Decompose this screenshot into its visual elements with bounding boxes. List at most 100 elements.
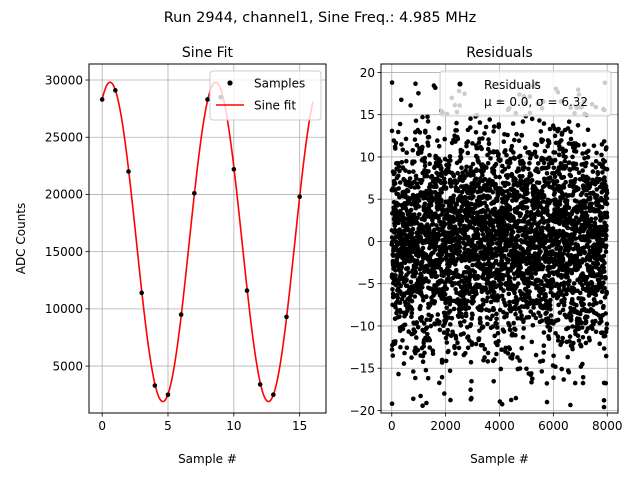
residual-point (529, 380, 534, 385)
residual-point (408, 292, 414, 298)
residual-point (527, 289, 532, 294)
residual-point (580, 361, 585, 367)
residual-point (405, 265, 411, 271)
residual-point (538, 212, 544, 218)
residual-point (580, 168, 585, 173)
residual-point (430, 221, 436, 227)
residual-point (597, 341, 602, 347)
residual-point (506, 291, 512, 297)
residual-point (576, 338, 582, 343)
residual-point (545, 316, 551, 321)
residual-point (586, 176, 591, 181)
residual-point (522, 219, 527, 224)
residual-point (401, 361, 407, 366)
residual-point (529, 339, 535, 345)
residual-point (512, 290, 517, 296)
residual-point (604, 167, 610, 172)
residual-point (468, 125, 473, 130)
residual-point (501, 189, 507, 195)
residual-point (488, 267, 493, 273)
residual-point (428, 202, 434, 208)
residual-point (406, 270, 411, 275)
residual-point (490, 324, 496, 329)
residual-point (423, 367, 429, 373)
residual-point (496, 151, 501, 157)
residual-point (514, 189, 520, 195)
residual-point (559, 138, 564, 143)
residual-point (560, 191, 565, 197)
residual-point (442, 136, 448, 142)
residual-point (515, 355, 520, 360)
residual-point (552, 133, 558, 139)
residual-point (591, 143, 597, 149)
residual-point (420, 403, 425, 409)
residual-point (601, 398, 607, 403)
residual-point (536, 224, 541, 229)
residual-point (392, 223, 398, 228)
residual-point (480, 232, 486, 237)
residuals-xtick-label: 0 (388, 419, 396, 433)
residual-point (566, 369, 572, 375)
residual-point (483, 219, 489, 225)
residual-point (443, 358, 449, 364)
residual-point (552, 150, 558, 155)
residual-point (582, 156, 587, 161)
residual-point (494, 351, 499, 357)
residual-point (416, 184, 421, 190)
residual-point (472, 269, 478, 275)
residual-point (397, 121, 403, 127)
residual-point (512, 276, 517, 281)
residual-point (486, 256, 492, 262)
residual-point (485, 160, 491, 166)
residual-point (525, 305, 530, 310)
residual-point (540, 225, 545, 230)
residuals-legend: Residuals μ = 0.0, σ = 6.32 (439, 70, 612, 117)
residual-point (415, 215, 420, 221)
residuals-ytick-label: −20 (350, 404, 375, 418)
residual-point (600, 330, 605, 335)
residual-point (448, 397, 453, 403)
residual-point (396, 186, 402, 191)
residual-point (470, 262, 475, 268)
residual-point (603, 276, 608, 281)
residual-point (455, 136, 461, 142)
residual-point (414, 320, 420, 325)
residual-point (427, 227, 432, 233)
residual-point (541, 330, 547, 335)
residual-point (491, 129, 496, 134)
residual-point (389, 80, 395, 85)
residual-point (603, 243, 609, 249)
residual-point (507, 327, 513, 333)
sine-fit-ytick-label: 5000 (52, 359, 83, 373)
legend-label-stats: μ = 0.0, σ = 6.32 (484, 95, 588, 109)
residual-point (475, 226, 480, 232)
residual-point (588, 216, 594, 222)
residual-point (595, 261, 601, 267)
residual-point (488, 299, 494, 305)
residual-point (410, 148, 416, 153)
residual-point (492, 357, 497, 362)
residual-point (557, 310, 563, 316)
residual-point (599, 205, 605, 210)
residual-point (453, 209, 459, 214)
residual-point (594, 193, 600, 198)
residual-point (499, 258, 505, 264)
residual-point (562, 296, 567, 302)
residual-point (448, 158, 453, 163)
residual-point (580, 151, 585, 156)
residual-point (491, 168, 497, 173)
residual-point (420, 294, 425, 299)
residual-point (497, 174, 502, 180)
residual-point (389, 347, 395, 352)
residual-point (468, 116, 473, 121)
residual-point (444, 305, 450, 311)
residual-point (462, 231, 468, 236)
residual-point (425, 331, 430, 337)
residual-point (425, 114, 430, 120)
residual-point (541, 287, 546, 293)
residual-point (505, 351, 511, 356)
residual-point (600, 188, 606, 194)
sine-fit-xtick-label: 0 (98, 419, 106, 433)
residual-point (392, 181, 398, 186)
residual-point (485, 350, 491, 356)
